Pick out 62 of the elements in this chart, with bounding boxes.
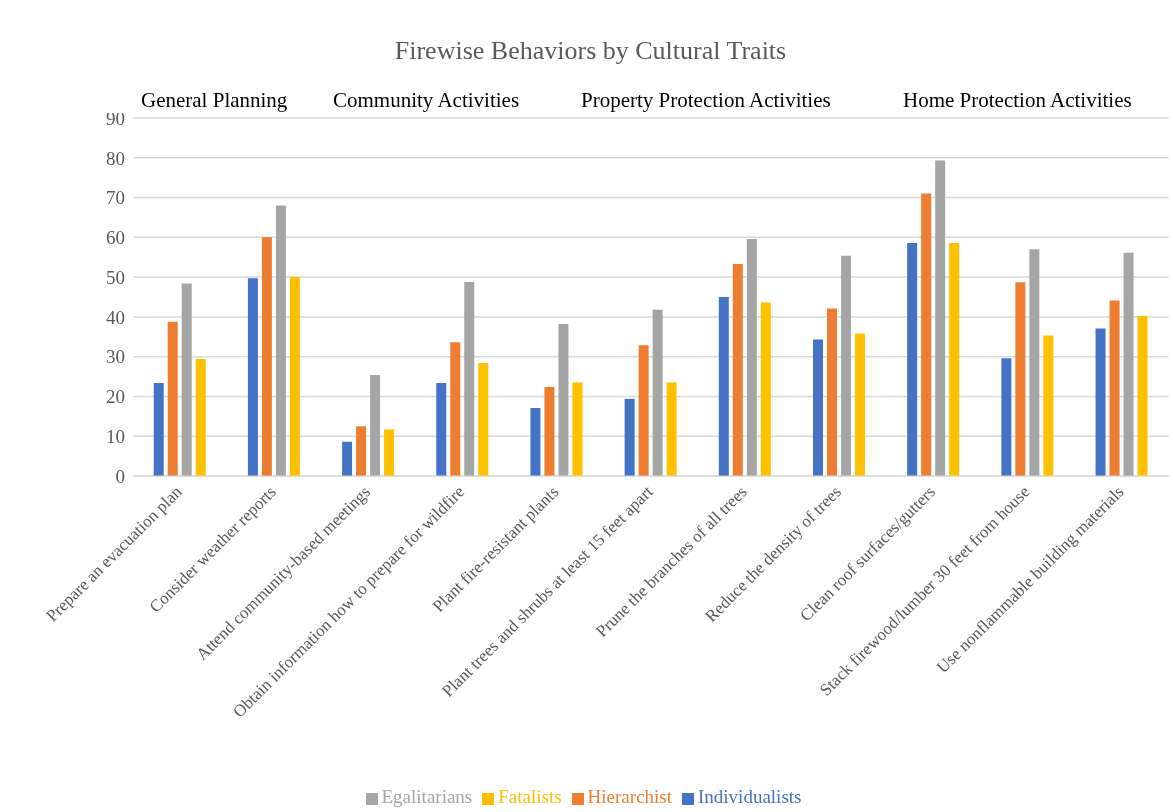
bar — [826, 308, 837, 476]
bar — [261, 237, 272, 476]
y-tick-label: 0 — [115, 465, 125, 487]
bar — [1015, 282, 1026, 476]
bar — [342, 441, 353, 476]
bar — [1109, 300, 1120, 476]
bar — [921, 193, 932, 476]
bar — [384, 429, 395, 476]
bar — [181, 283, 192, 476]
text: Community Activities — [333, 88, 520, 113]
bar — [718, 297, 729, 476]
y-tick-label: 10 — [106, 425, 125, 447]
bar — [1137, 316, 1148, 476]
bar — [1095, 328, 1106, 476]
bar — [370, 374, 381, 476]
y-tick-label: 80 — [106, 147, 125, 169]
legend-label: Individualists — [698, 786, 802, 807]
bar — [652, 309, 663, 476]
bar — [666, 382, 677, 476]
bar — [624, 398, 635, 476]
bar — [1123, 252, 1134, 476]
bar — [840, 255, 851, 476]
bar — [289, 277, 300, 476]
bar — [935, 160, 946, 476]
bar — [949, 242, 960, 476]
bar — [356, 426, 367, 476]
legend-label: Egalitarians — [381, 786, 473, 807]
bar — [153, 382, 164, 476]
bar — [638, 345, 649, 476]
chart-title: Firewise Behaviors by Cultural Traits — [393, 36, 788, 66]
text: General Planning — [141, 88, 288, 113]
bar — [812, 339, 823, 476]
y-tick-label: 50 — [106, 266, 125, 288]
y-tick-label: 40 — [106, 306, 125, 328]
y-tick-label: 30 — [106, 346, 125, 368]
text: Property Protection Activities — [581, 88, 831, 113]
bar — [1029, 249, 1040, 476]
y-tick-label: 60 — [106, 227, 125, 249]
text: Home Protection Activities — [903, 88, 1132, 113]
bar — [1001, 358, 1012, 476]
bar — [572, 382, 583, 476]
bar — [530, 407, 541, 476]
bar — [746, 238, 757, 476]
bar — [558, 324, 569, 476]
bar — [907, 242, 918, 476]
bar — [247, 278, 258, 476]
bar — [760, 302, 771, 476]
bar — [436, 382, 447, 476]
bar — [167, 321, 178, 476]
bar — [195, 359, 206, 476]
y-tick-label: 70 — [106, 187, 125, 209]
bar — [1043, 335, 1054, 476]
bar — [464, 281, 475, 476]
bar — [478, 363, 489, 476]
y-tick-label: 20 — [106, 386, 125, 408]
bar — [544, 386, 555, 476]
legend-label: Hierarchist — [587, 786, 673, 807]
bar — [854, 333, 865, 476]
legend-label: Fatalists — [498, 786, 562, 807]
bar — [275, 205, 286, 476]
bar — [732, 263, 743, 476]
bar — [450, 342, 461, 476]
